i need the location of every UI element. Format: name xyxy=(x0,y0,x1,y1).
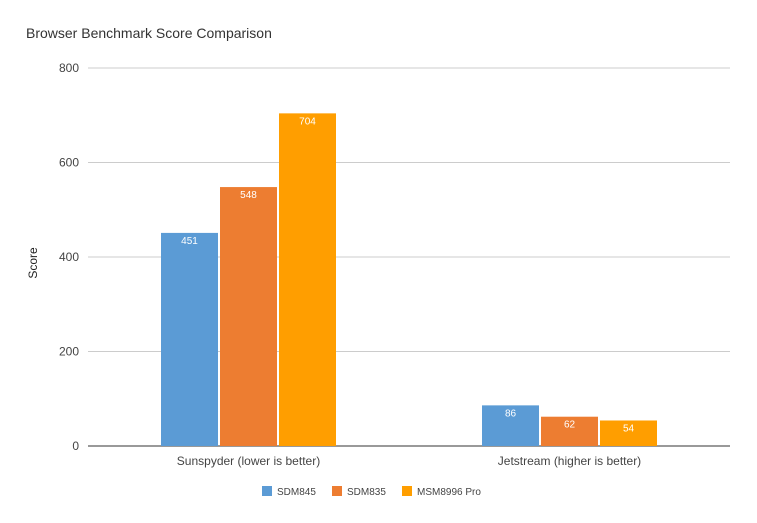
x-category-label: Jetstream (higher is better) xyxy=(498,454,641,468)
x-axis-categories: Sunspyder (lower is better) Jetstream (hi… xyxy=(177,454,641,468)
x-category-label: Sunspyder (lower is better) xyxy=(177,454,320,468)
bars: 451 548 704 86 62 54 xyxy=(161,113,657,447)
legend-entry: SDM845 xyxy=(277,487,316,498)
y-tick-label: 600 xyxy=(59,156,79,170)
data-label: 451 xyxy=(181,236,198,247)
bar xyxy=(541,416,598,446)
data-label: 62 xyxy=(564,420,576,431)
legend-swatch xyxy=(402,486,412,496)
data-label: 548 xyxy=(240,190,257,201)
chart-title: Browser Benchmark Score Comparison xyxy=(26,25,272,41)
legend-swatch xyxy=(262,486,272,496)
legend: SDM845 SDM835 MSM8996 Pro xyxy=(262,486,481,498)
bar xyxy=(482,405,539,446)
y-axis-label: Score xyxy=(26,247,40,279)
y-tick-label: 400 xyxy=(59,250,79,264)
y-tick-label: 200 xyxy=(59,345,79,359)
bar xyxy=(220,187,277,446)
legend-entry: SDM835 xyxy=(347,487,386,498)
legend-entry: MSM8996 Pro xyxy=(417,487,481,498)
data-label: 704 xyxy=(299,116,316,127)
y-tick-label: 0 xyxy=(72,439,79,453)
bar xyxy=(600,420,657,446)
data-label: 54 xyxy=(623,423,635,434)
data-label: 86 xyxy=(505,408,517,419)
y-axis-ticks: 0 200 400 600 800 xyxy=(59,61,79,453)
bar xyxy=(279,113,336,447)
bar xyxy=(161,232,218,446)
legend-swatch xyxy=(332,486,342,496)
y-tick-label: 800 xyxy=(59,61,79,75)
